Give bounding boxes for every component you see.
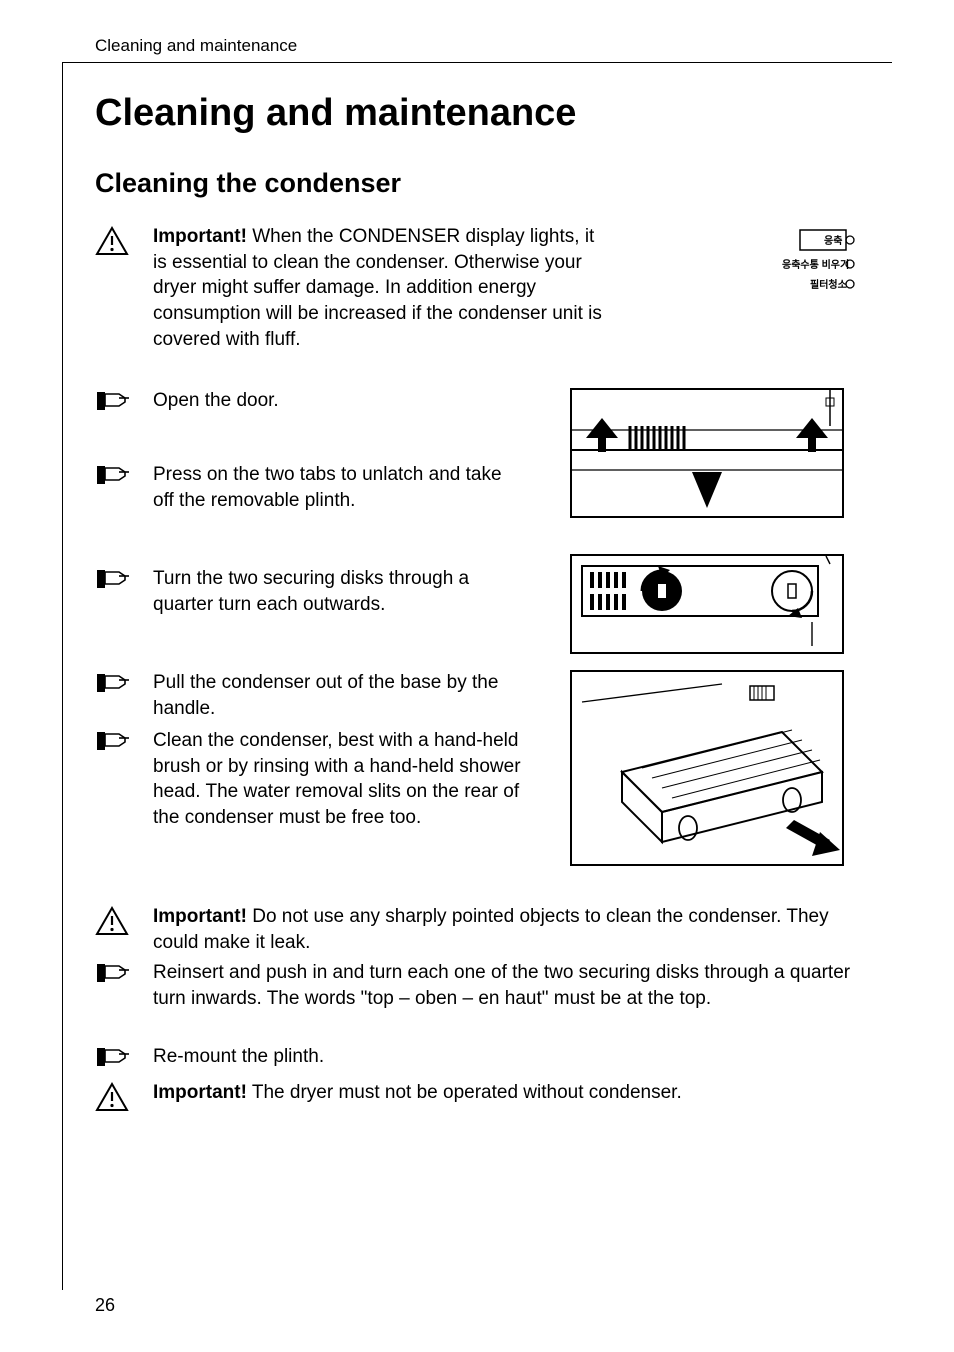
step-clean-text: Clean the condenser, best with a hand-he… [153,728,525,831]
condenser-diagram [570,670,844,866]
plinth-diagram [570,388,844,518]
warning-2-text: Important! Do not use any sharply pointe… [153,904,855,955]
step-clean-condenser: Clean the condenser, best with a hand-he… [95,728,525,831]
side-rule [62,62,63,1290]
step-reinsert-text: Reinsert and push in and turn each one o… [153,960,855,1011]
panel-label-1: 응축수통 비우기 [782,258,849,271]
warning-block-3: Important! The dryer must not be operate… [95,1080,855,1112]
disks-diagram [570,554,844,654]
page-title: Cleaning and maintenance [95,92,576,135]
hand-point-icon [95,962,131,984]
warning-1-text: Important! When the CONDENSER display li… [153,224,605,352]
panel-label-2: 필터청소 [810,278,847,291]
step-remount-text: Re-mount the plinth. [153,1044,855,1070]
hand-point-icon [95,568,131,590]
page-number: 26 [95,1295,115,1316]
warning-icon [95,906,129,936]
section-title: Cleaning the condenser [95,168,401,199]
step-turn-disks: Turn the two securing disks through a qu… [95,566,515,617]
important-label-2: Important! [153,906,247,927]
step-pull-condenser: Pull the condenser out of the base by th… [95,670,525,721]
warning-3-body: The dryer must not be operated without c… [247,1082,682,1103]
important-label-3: Important! [153,1082,247,1103]
hand-point-icon [95,464,131,486]
step-remount: Re-mount the plinth. [95,1044,855,1070]
step-press-tabs: Press on the two tabs to unlatch and tak… [95,462,515,513]
hand-point-icon [95,1046,131,1068]
warning-icon [95,226,129,256]
warning-3-text: Important! The dryer must not be operate… [153,1080,855,1106]
hand-point-icon [95,730,131,752]
header-rule [62,62,892,63]
hand-point-icon [95,390,131,412]
warning-block-2: Important! Do not use any sharply pointe… [95,904,855,955]
step-pull-text: Pull the condenser out of the base by th… [153,670,525,721]
warning-block-1: Important! When the CONDENSER display li… [95,224,605,352]
warning-icon [95,1082,129,1112]
running-header: Cleaning and maintenance [95,36,297,56]
warning-2-body: Do not use any sharply pointed objects t… [153,906,829,953]
step-open-door: Open the door. [95,388,535,414]
step-turn-text: Turn the two securing disks through a qu… [153,566,515,617]
hand-point-icon [95,672,131,694]
step-open-text: Open the door. [153,388,535,414]
panel-label-0: 응축 [824,234,842,247]
step-reinsert: Reinsert and push in and turn each one o… [95,960,855,1011]
important-label: Important! [153,226,247,247]
step-press-text: Press on the two tabs to unlatch and tak… [153,462,515,513]
indicator-panel-diagram: 응축 응축수통 비우기 필터청소 [712,228,858,304]
